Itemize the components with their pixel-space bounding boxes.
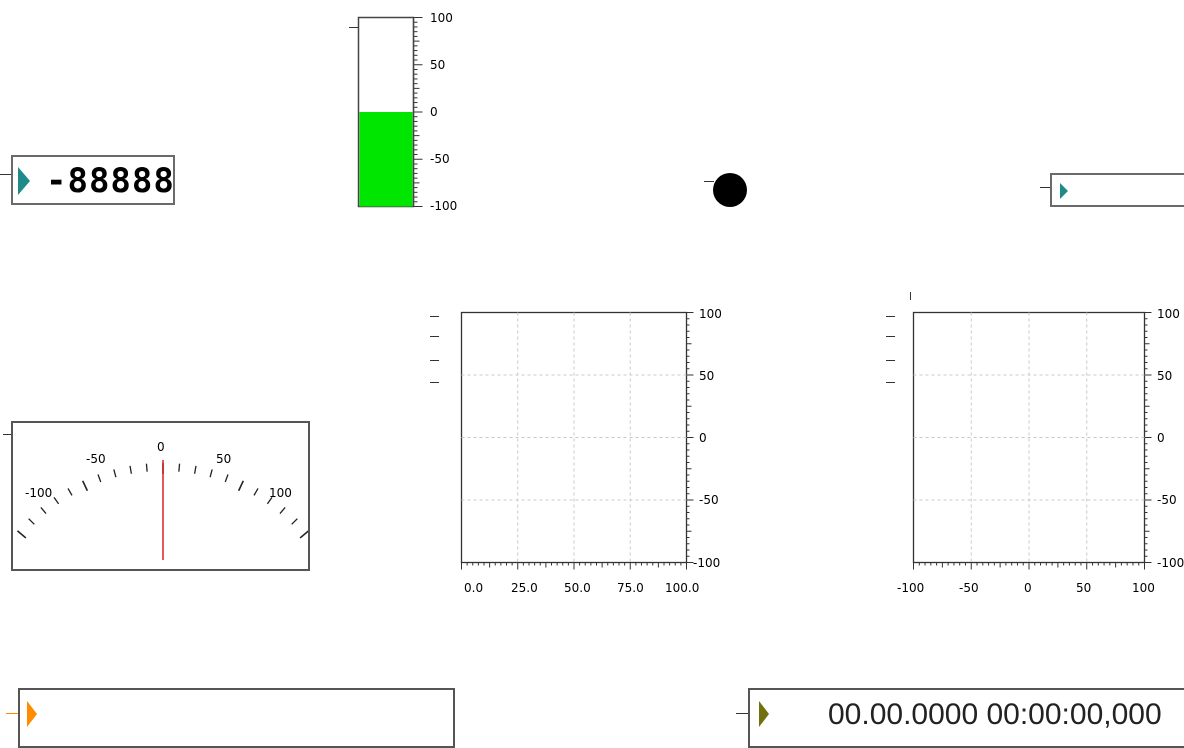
meter-tick [81, 480, 89, 492]
meter-tick [129, 465, 133, 474]
meter-tick [53, 496, 60, 505]
x-tick-label: 25.0 [511, 581, 538, 595]
triangle-marker-icon [27, 701, 37, 727]
meter-tick [237, 480, 245, 492]
x-tick-label: 0 [1024, 581, 1032, 595]
y-tick-label: 0 [699, 431, 707, 445]
chart-grid [461, 312, 687, 563]
meter-tick [40, 507, 47, 514]
meter-scale-label: 50 [216, 452, 231, 466]
triangle-marker-icon [18, 167, 30, 195]
x-tick-label: -50 [959, 581, 979, 595]
y-tick-label: 50 [699, 369, 714, 383]
meter-tick [193, 465, 197, 474]
triangle-marker-icon [1060, 183, 1068, 199]
meter-tick [97, 474, 102, 483]
x-tick-label: 50.0 [564, 581, 591, 595]
meter-tick [16, 530, 27, 539]
y-tick-label: -50 [1157, 493, 1177, 507]
chart-x-scale [461, 562, 687, 570]
status-led[interactable] [713, 173, 747, 207]
y-tick-label: 100 [1157, 307, 1180, 321]
meter-tick [279, 507, 286, 514]
meter-tick [224, 474, 229, 483]
meter-scale-label: -100 [25, 486, 52, 500]
meter-tick [113, 469, 117, 478]
x-tick-label: 100.0 [665, 581, 699, 595]
analog-meter[interactable]: -100 -50 0 50 100 [11, 421, 310, 571]
meter-tick [178, 463, 181, 472]
tank-scale [413, 17, 423, 207]
meter-tick [28, 518, 35, 525]
tank-fill [359, 112, 413, 207]
text-input-box[interactable] [1050, 173, 1184, 207]
tank-scale-label: 50 [430, 58, 445, 72]
meter-tick [253, 488, 259, 496]
x-tick-label: 75.0 [617, 581, 644, 595]
tank-scale-label: -100 [430, 199, 457, 213]
meter-tick [209, 469, 213, 478]
digital-value: -88888 [46, 161, 175, 201]
x-tick-label: 0.0 [464, 581, 483, 595]
digital-display[interactable]: -88888 [11, 155, 175, 205]
timestamp-value: 00.00.0000 00:00:00,000 [828, 698, 1162, 731]
timestamp-display[interactable]: 00.00.0000 00:00:00,000 [748, 688, 1184, 748]
meter-scale-label: 100 [269, 486, 292, 500]
y-tick-label: 100 [699, 307, 722, 321]
chart-x-scale [913, 562, 1145, 570]
meter-tick [145, 463, 148, 472]
tank-scale-label: 100 [430, 11, 453, 25]
tank-indicator[interactable]: 100 50 0 -50 -100 [350, 10, 480, 215]
meter-scale [16, 463, 308, 539]
meter-tick [266, 496, 273, 505]
tank-scale-label: -50 [430, 152, 450, 166]
string-indicator[interactable] [18, 688, 455, 748]
x-tick-label: 50 [1076, 581, 1091, 595]
meter-tick [299, 530, 308, 539]
tank-scale-label: 0 [430, 105, 438, 119]
chart-y-scale [1144, 312, 1152, 563]
y-tick-label: -100 [1157, 556, 1184, 570]
x-tick-label: -100 [897, 581, 924, 595]
y-tick-label: 0 [1157, 431, 1165, 445]
meter-tick [67, 488, 73, 496]
chart-y-scale [686, 312, 694, 563]
x-tick-label: 100 [1132, 581, 1155, 595]
y-tick-label: -50 [699, 493, 719, 507]
waveform-chart[interactable]: 100 50 0 -50 -100 0.0 25.0 50.0 75.0 100… [455, 300, 725, 605]
triangle-marker-icon [759, 701, 769, 727]
y-tick-label: 50 [1157, 369, 1172, 383]
y-tick-label: -100 [693, 556, 720, 570]
chart-grid [913, 312, 1145, 563]
meter-scale-label: -50 [86, 452, 106, 466]
xy-graph[interactable]: 100 50 0 -50 -100 -100 -50 0 50 100 [895, 300, 1184, 605]
meter-tick [291, 518, 298, 525]
meter-scale-label: 0 [157, 440, 165, 454]
